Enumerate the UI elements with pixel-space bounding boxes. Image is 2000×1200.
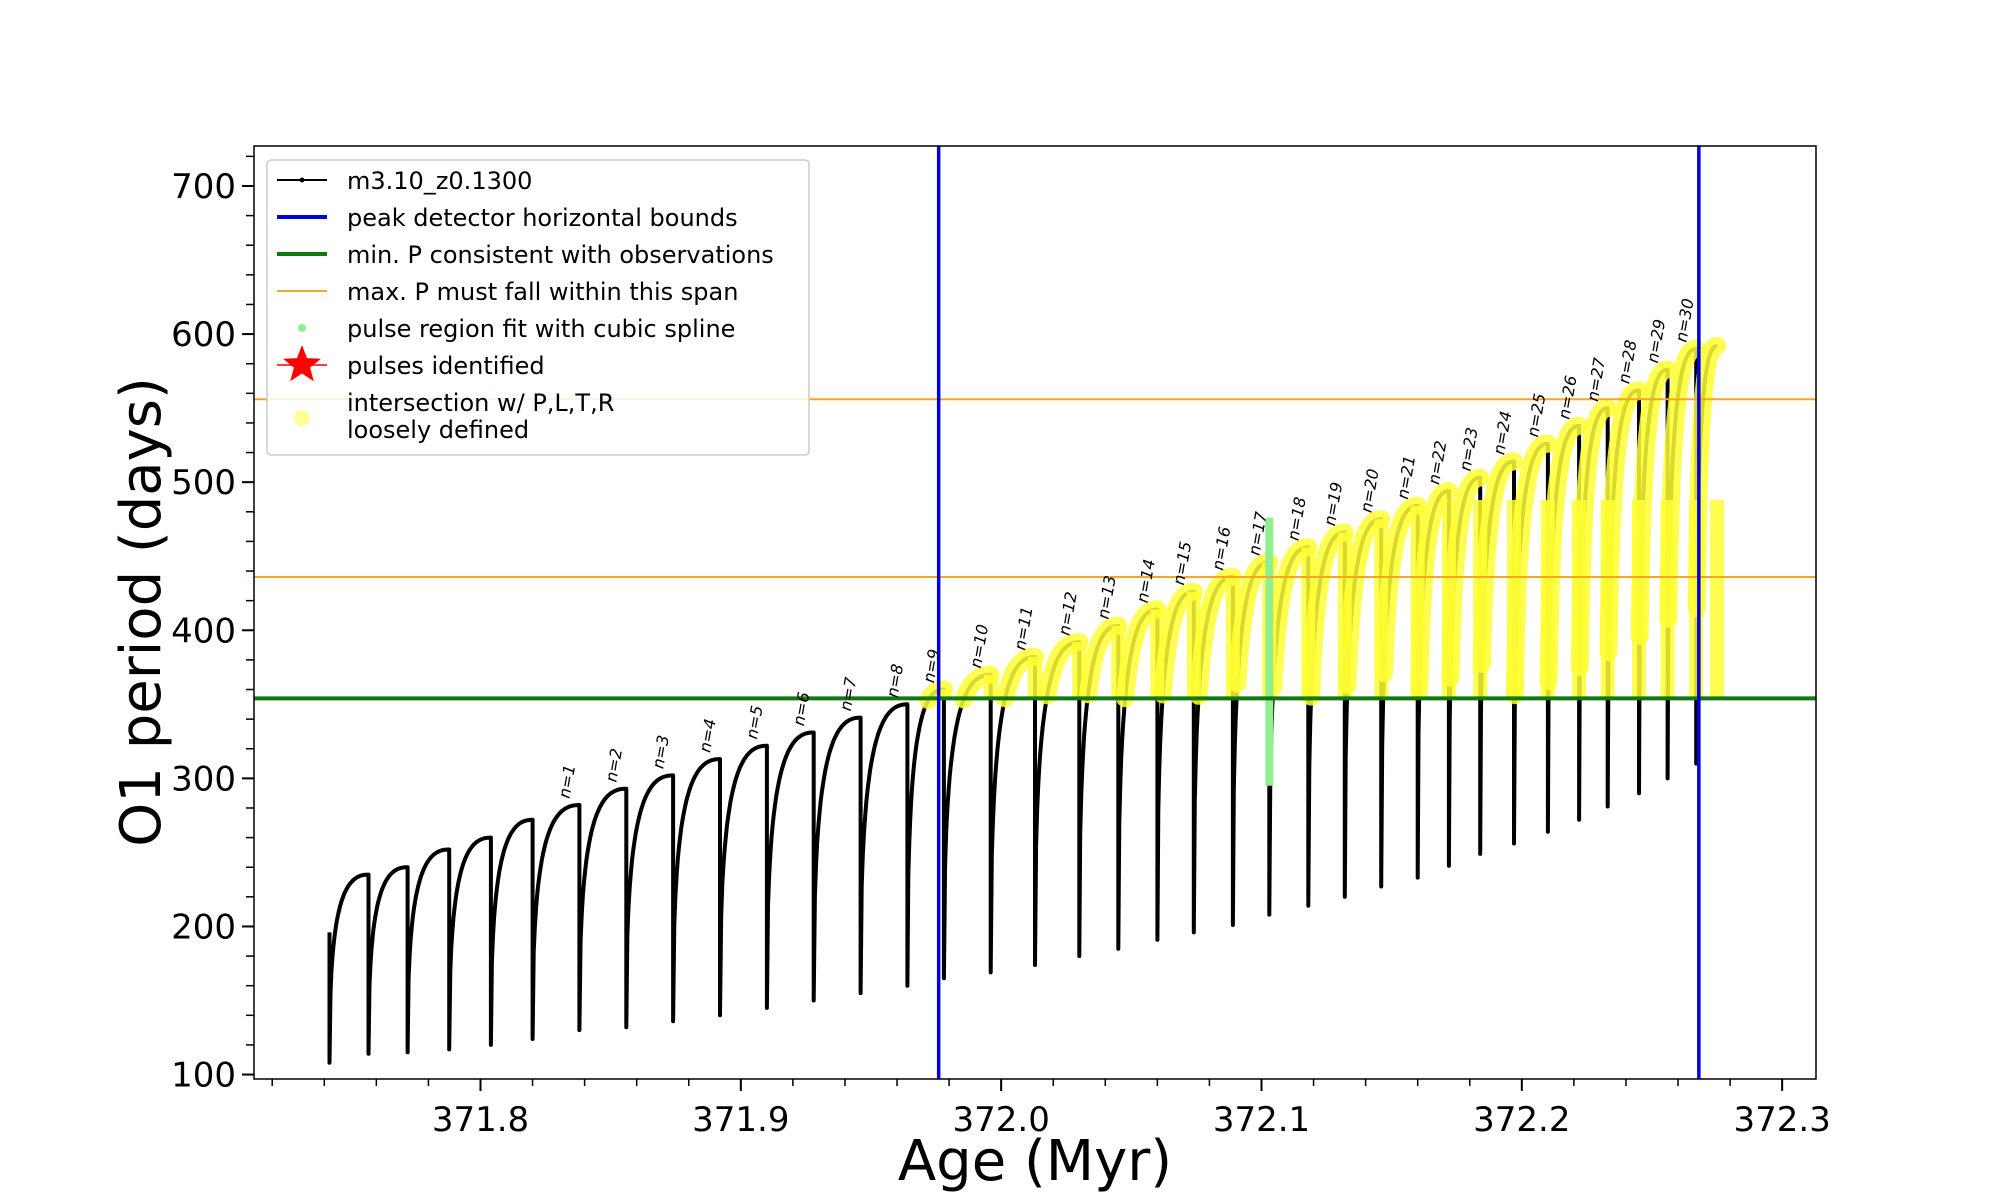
intersection-region	[1505, 434, 1557, 705]
legend-label: intersection w/ P,L,T,R	[347, 389, 614, 417]
x-tick-label: 372.0	[952, 1100, 1049, 1140]
legend-label: m3.10_z0.1300	[347, 167, 532, 195]
legend-label: max. P must fall within this span	[347, 278, 738, 306]
y-tick-label: 700	[171, 167, 236, 207]
legend-marker-star	[283, 345, 321, 382]
legend-label: peak detector horizontal bounds	[347, 204, 738, 232]
y-tick-label: 100	[171, 1056, 236, 1096]
legend-marker-spline	[298, 324, 306, 332]
intersection-region	[1659, 339, 1706, 628]
y-tick-label: 300	[171, 759, 236, 799]
x-tick-label: 372.1	[1213, 1100, 1310, 1140]
intersection-region	[1599, 381, 1648, 661]
intersection-region	[1630, 360, 1677, 645]
legend-marker-intersection	[294, 410, 310, 426]
x-tick-label: 371.8	[432, 1100, 529, 1140]
legend-label: pulse region fit with cubic spline	[347, 315, 735, 343]
plot-frame	[253, 145, 1817, 1080]
intersection-region	[1570, 399, 1617, 676]
x-tick-label: 371.9	[692, 1100, 789, 1140]
x-tick-label: 372.2	[1473, 1100, 1570, 1140]
axes-layer: 371.8 371.9 372.0 372.1 372.2 372.3 100 200 300 4…	[171, 155, 1831, 1140]
y-tick-label: 200	[171, 907, 236, 947]
y-tick-label: 500	[171, 463, 236, 503]
legend-label: pulses identified	[347, 352, 545, 380]
legend-box	[266, 159, 810, 456]
x-axis-label: Age (Myr)	[898, 1129, 1172, 1194]
y-tick-label: 400	[171, 611, 236, 651]
legend-marker-track-dot	[299, 177, 305, 183]
intersection-region	[1472, 452, 1523, 673]
y-tick-label: 600	[171, 315, 236, 355]
x-tick-label: 372.3	[1733, 1100, 1830, 1140]
intersection-region	[1441, 468, 1490, 687]
intersection-regions	[919, 336, 1727, 710]
y-axis-label: O1 period (days)	[109, 377, 174, 847]
intersection-region	[1539, 416, 1589, 690]
plot-layer: n=1 n=2 n=3 n=4 n=5 n=6 n=7 n=8 n=9 n=10 n=11 n=12 n…	[254, 146, 1816, 1079]
legend-label: min. P consistent with observations	[347, 241, 774, 269]
legend-label: loosely defined	[347, 416, 529, 444]
